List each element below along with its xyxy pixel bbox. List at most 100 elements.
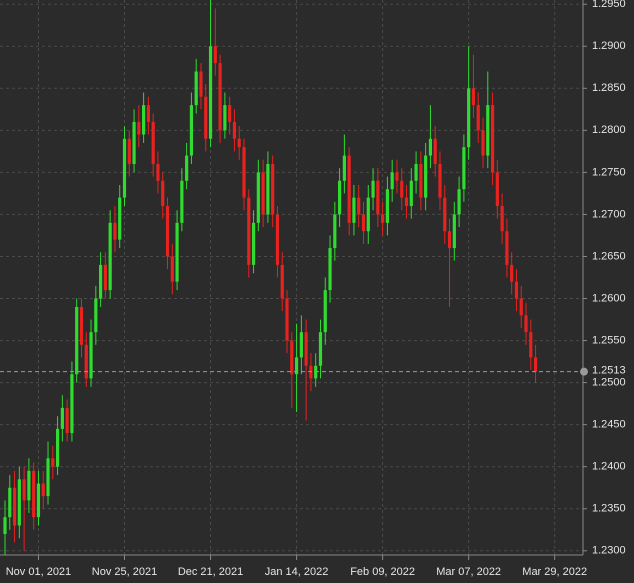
candle-body: [390, 172, 394, 190]
candle-body: [404, 197, 409, 207]
candle-body: [529, 332, 533, 358]
candle-body: [146, 105, 150, 122]
candle-body: [247, 197, 251, 265]
candle-body: [533, 357, 538, 372]
y-tick-label: 1.2650: [592, 250, 626, 262]
candle-body: [12, 487, 17, 526]
candle-body: [500, 206, 504, 232]
candle-body: [486, 105, 490, 156]
x-tick-label: Nov 25, 2021: [92, 566, 157, 578]
candle-body: [357, 197, 361, 215]
candle-body: [438, 163, 442, 198]
y-tick-label: 1.2950: [592, 0, 626, 10]
candle-body: [208, 46, 213, 139]
candle-body: [46, 458, 50, 497]
candle-body: [333, 214, 337, 249]
candle-body: [170, 256, 174, 282]
candle-body: [242, 147, 246, 198]
candle-body: [213, 46, 217, 64]
candle-body: [366, 197, 370, 232]
candle-body: [409, 180, 413, 207]
candle-body: [471, 88, 476, 106]
candle-body: [443, 197, 447, 232]
candle-body: [457, 189, 461, 215]
candle-body: [189, 105, 194, 156]
candle-body: [290, 340, 294, 375]
candle-body: [89, 332, 93, 379]
y-tick-label: 1.2300: [592, 545, 626, 557]
candle-body: [204, 96, 208, 139]
candle-body: [323, 290, 327, 333]
candle-body: [428, 138, 433, 156]
candle-body: [467, 88, 471, 148]
candle-body: [175, 222, 179, 282]
x-tick-label: Dec 21, 2021: [178, 566, 243, 578]
candle-body: [232, 121, 237, 139]
x-tick-label: Mar 07, 2022: [436, 566, 501, 578]
candle-body: [376, 180, 380, 215]
candle-body: [180, 180, 184, 223]
candle-body: [385, 189, 389, 223]
x-tick-label: Nov 01, 2021: [6, 566, 71, 578]
candle-body: [94, 298, 98, 333]
candle-body: [328, 248, 332, 291]
candle-body: [32, 470, 36, 518]
candle-body: [304, 332, 308, 366]
candle-body: [165, 206, 170, 257]
y-tick-label: 1.2400: [592, 461, 626, 473]
candle-body: [161, 180, 165, 207]
candle-body: [185, 155, 189, 181]
candle-body: [127, 138, 131, 164]
candle-body: [27, 470, 31, 501]
candle-body: [122, 138, 127, 198]
candle-body: [433, 138, 437, 164]
y-tick-label: 1.2850: [592, 82, 626, 94]
candle-body: [55, 428, 60, 467]
candle-body: [462, 147, 466, 190]
y-tick-label: 1.2550: [592, 334, 626, 346]
candle-body: [199, 71, 203, 97]
candle-body: [41, 483, 45, 497]
candle-body: [519, 298, 523, 316]
candle-body: [194, 71, 198, 106]
candle-body: [452, 214, 456, 249]
candle-body: [99, 264, 103, 299]
candle-body: [151, 121, 155, 164]
candle-body: [424, 155, 428, 198]
candle-body: [60, 407, 64, 429]
candle-body: [103, 264, 107, 291]
candle-body: [447, 231, 452, 249]
candle-body: [113, 222, 117, 240]
y-tick-label: 1.2600: [592, 292, 626, 304]
candle-body: [251, 222, 256, 265]
y-tick-label: 1.2450: [592, 419, 626, 431]
y-tick-label: 1.2350: [592, 503, 626, 515]
candle-body: [266, 163, 270, 215]
candle-body: [352, 197, 356, 223]
candle-body: [271, 163, 275, 215]
candle-body: [347, 155, 351, 223]
candle-body: [342, 155, 346, 181]
candle-body: [514, 281, 519, 299]
candle-body: [36, 483, 41, 518]
candle-body: [70, 374, 74, 434]
candle-body: [476, 105, 480, 131]
y-tick-label: 1.2900: [592, 40, 626, 52]
candle-body: [318, 332, 323, 366]
last-price-label: 1.2513: [592, 365, 626, 377]
y-tick-label: 1.2750: [592, 166, 626, 178]
candle-body: [256, 172, 260, 223]
candle-body: [510, 264, 514, 282]
candle-body: [381, 214, 385, 223]
candle-body: [237, 138, 241, 148]
candle-body: [299, 332, 303, 358]
candle-body: [84, 344, 88, 379]
candle-body: [132, 121, 136, 164]
candle-body: [118, 197, 122, 240]
last-price-marker: [580, 367, 588, 376]
candle-body: [490, 105, 495, 173]
candle-body: [414, 163, 418, 181]
candle-body: [79, 306, 84, 345]
